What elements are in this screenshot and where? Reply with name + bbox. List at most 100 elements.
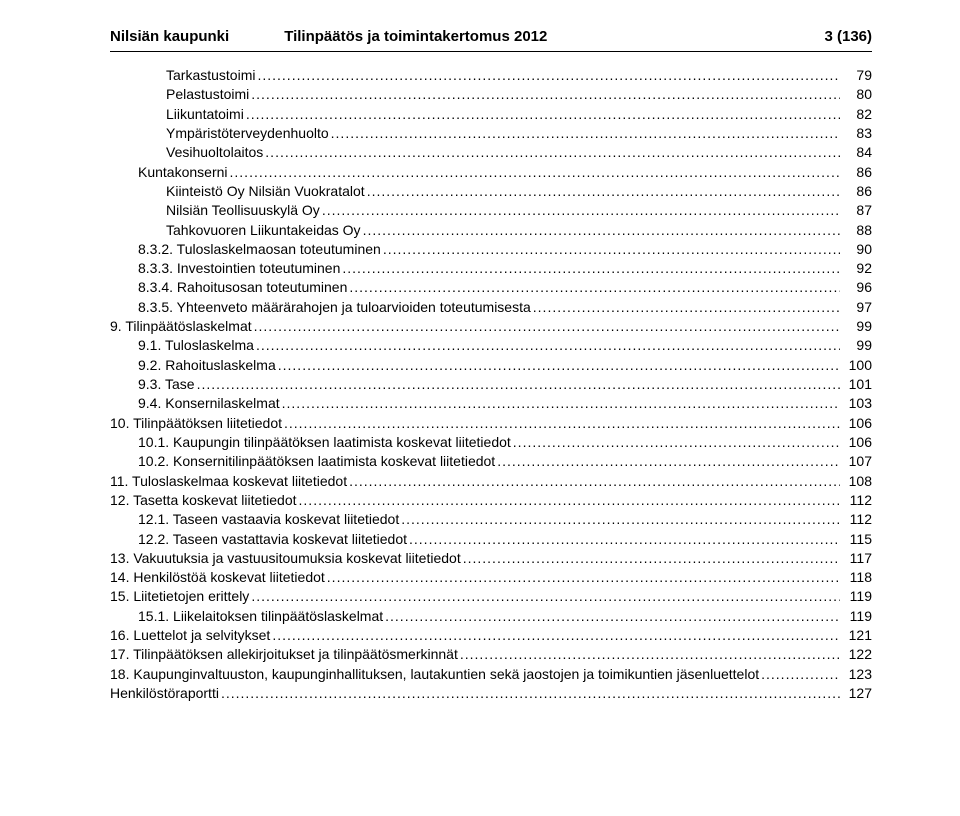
header-center: Tilinpäätös ja toimintakertomus 2012 — [229, 28, 824, 45]
toc-page-number: 83 — [842, 124, 872, 143]
toc-page-number: 119 — [842, 587, 872, 606]
toc-label: 15.1. Liikelaitoksen tilinpäätöslaskelma… — [138, 607, 383, 626]
toc-leader-dots — [463, 549, 840, 568]
toc-label: Nilsiän Teollisuuskylä Oy — [166, 201, 320, 220]
toc-page-number: 112 — [842, 510, 872, 529]
toc-page-number: 86 — [842, 163, 872, 182]
toc-label: Tahkovuoren Liikuntakeidas Oy — [166, 221, 361, 240]
toc-label: 17. Tilinpäätöksen allekirjoitukset ja t… — [110, 645, 458, 664]
toc-row: 9.2. Rahoituslaskelma 100 — [110, 356, 872, 375]
toc-row: Liikuntatoimi 82 — [110, 105, 872, 124]
toc-page-number: 100 — [842, 356, 872, 375]
table-of-contents: Tarkastustoimi 79Pelastustoimi80Liikuntat… — [110, 66, 872, 703]
toc-row: 9.4. Konsernilaskelmat103 — [110, 394, 872, 413]
toc-leader-dots — [257, 66, 840, 85]
toc-leader-dots — [254, 317, 840, 336]
toc-leader-dots — [513, 433, 840, 452]
toc-row: 10.1. Kaupungin tilinpäätöksen laatimist… — [110, 433, 872, 452]
toc-page-number: 86 — [842, 182, 872, 201]
toc-row: Tahkovuoren Liikuntakeidas Oy 88 — [110, 221, 872, 240]
toc-row: Henkilöstöraportti 127 — [110, 684, 872, 703]
toc-row: 9.3. Tase 101 — [110, 375, 872, 394]
toc-row: 12.2. Taseen vastattavia koskevat liitet… — [110, 530, 872, 549]
toc-leader-dots — [284, 414, 840, 433]
toc-label: 12.1. Taseen vastaavia koskevat liitetie… — [138, 510, 399, 529]
toc-leader-dots — [230, 163, 840, 182]
toc-page-number: 99 — [842, 336, 872, 355]
toc-row: 8.3.5. Yhteenveto määrärahojen ja tuloar… — [110, 298, 872, 317]
toc-leader-dots — [385, 607, 840, 626]
toc-row: 8.3.4. Rahoitusosan toteutuminen96 — [110, 278, 872, 297]
toc-label: 10.1. Kaupungin tilinpäätöksen laatimist… — [138, 433, 511, 452]
toc-leader-dots — [221, 684, 840, 703]
toc-page-number: 82 — [842, 105, 872, 124]
toc-label: Kuntakonserni — [138, 163, 228, 182]
page-header: Nilsiän kaupunki Tilinpäätös ja toiminta… — [110, 28, 872, 45]
toc-label: Liikuntatoimi — [166, 105, 244, 124]
toc-leader-dots — [460, 645, 840, 664]
toc-leader-dots — [251, 587, 840, 606]
toc-leader-dots — [265, 143, 840, 162]
toc-page-number: 118 — [842, 568, 872, 587]
toc-row: Pelastustoimi80 — [110, 85, 872, 104]
toc-leader-dots — [322, 201, 840, 220]
toc-page-number: 119 — [842, 607, 872, 626]
toc-leader-dots — [197, 375, 840, 394]
toc-page-number: 106 — [842, 433, 872, 452]
toc-page-number: 115 — [842, 530, 872, 549]
toc-label: Kiinteistö Oy Nilsiän Vuokratalot — [166, 182, 365, 201]
toc-page-number: 88 — [842, 221, 872, 240]
toc-page-number: 80 — [842, 85, 872, 104]
toc-row: Vesihuoltolaitos 84 — [110, 143, 872, 162]
toc-label: 16. Luettelot ja selvitykset — [110, 626, 270, 645]
toc-leader-dots — [256, 336, 840, 355]
toc-leader-dots — [367, 182, 840, 201]
toc-row: Nilsiän Teollisuuskylä Oy 87 — [110, 201, 872, 220]
toc-row: 10.2. Konsernitilinpäätöksen laatimista … — [110, 452, 872, 471]
toc-leader-dots — [251, 85, 840, 104]
toc-row: Kiinteistö Oy Nilsiän Vuokratalot 86 — [110, 182, 872, 201]
toc-row: 10. Tilinpäätöksen liitetiedot 106 — [110, 414, 872, 433]
toc-label: 8.3.2. Tuloslaskelmaosan toteutuminen — [138, 240, 381, 259]
toc-leader-dots — [327, 568, 840, 587]
toc-label: 13. Vakuutuksia ja vastuusitoumuksia kos… — [110, 549, 461, 568]
toc-row: 8.3.3. Investointien toteutuminen92 — [110, 259, 872, 278]
toc-page-number: 106 — [842, 414, 872, 433]
toc-page-number: 90 — [842, 240, 872, 259]
document-page: Nilsiän kaupunki Tilinpäätös ja toiminta… — [0, 0, 960, 731]
toc-page-number: 122 — [842, 645, 872, 664]
toc-label: 8.3.4. Rahoitusosan toteutuminen — [138, 278, 347, 297]
toc-row: 13. Vakuutuksia ja vastuusitoumuksia kos… — [110, 549, 872, 568]
toc-page-number: 87 — [842, 201, 872, 220]
toc-page-number: 97 — [842, 298, 872, 317]
toc-page-number: 101 — [842, 375, 872, 394]
toc-label: 9.2. Rahoituslaskelma — [138, 356, 276, 375]
toc-row: 18. Kaupunginvaltuuston, kaupunginhallit… — [110, 665, 872, 684]
toc-label: Henkilöstöraportti — [110, 684, 219, 703]
toc-label: 12.2. Taseen vastattavia koskevat liitet… — [138, 530, 407, 549]
toc-row: 9.1. Tuloslaskelma99 — [110, 336, 872, 355]
toc-label: 10. Tilinpäätöksen liitetiedot — [110, 414, 282, 433]
toc-label: Tarkastustoimi — [166, 66, 255, 85]
toc-row: 14. Henkilöstöä koskevat liitetiedot118 — [110, 568, 872, 587]
toc-label: Vesihuoltolaitos — [166, 143, 263, 162]
toc-page-number: 108 — [842, 472, 872, 491]
toc-row: 11. Tuloslaskelmaa koskevat liitetiedot 1… — [110, 472, 872, 491]
toc-leader-dots — [383, 240, 840, 259]
toc-row: 12. Tasetta koskevat liitetiedot112 — [110, 491, 872, 510]
toc-page-number: 123 — [842, 665, 872, 684]
toc-leader-dots — [331, 124, 840, 143]
toc-label: 9.3. Tase — [138, 375, 195, 394]
toc-page-number: 84 — [842, 143, 872, 162]
toc-label: 10.2. Konsernitilinpäätöksen laatimista … — [138, 452, 495, 471]
toc-row: Tarkastustoimi 79 — [110, 66, 872, 85]
toc-leader-dots — [761, 665, 840, 684]
toc-page-number: 127 — [842, 684, 872, 703]
toc-leader-dots — [349, 472, 840, 491]
toc-label: 11. Tuloslaskelmaa koskevat liitetiedot — [110, 472, 347, 491]
toc-label: Ympäristöterveydenhuolto — [166, 124, 329, 143]
toc-page-number: 79 — [842, 66, 872, 85]
toc-page-number: 121 — [842, 626, 872, 645]
toc-leader-dots — [401, 510, 840, 529]
header-right: 3 (136) — [824, 28, 872, 45]
